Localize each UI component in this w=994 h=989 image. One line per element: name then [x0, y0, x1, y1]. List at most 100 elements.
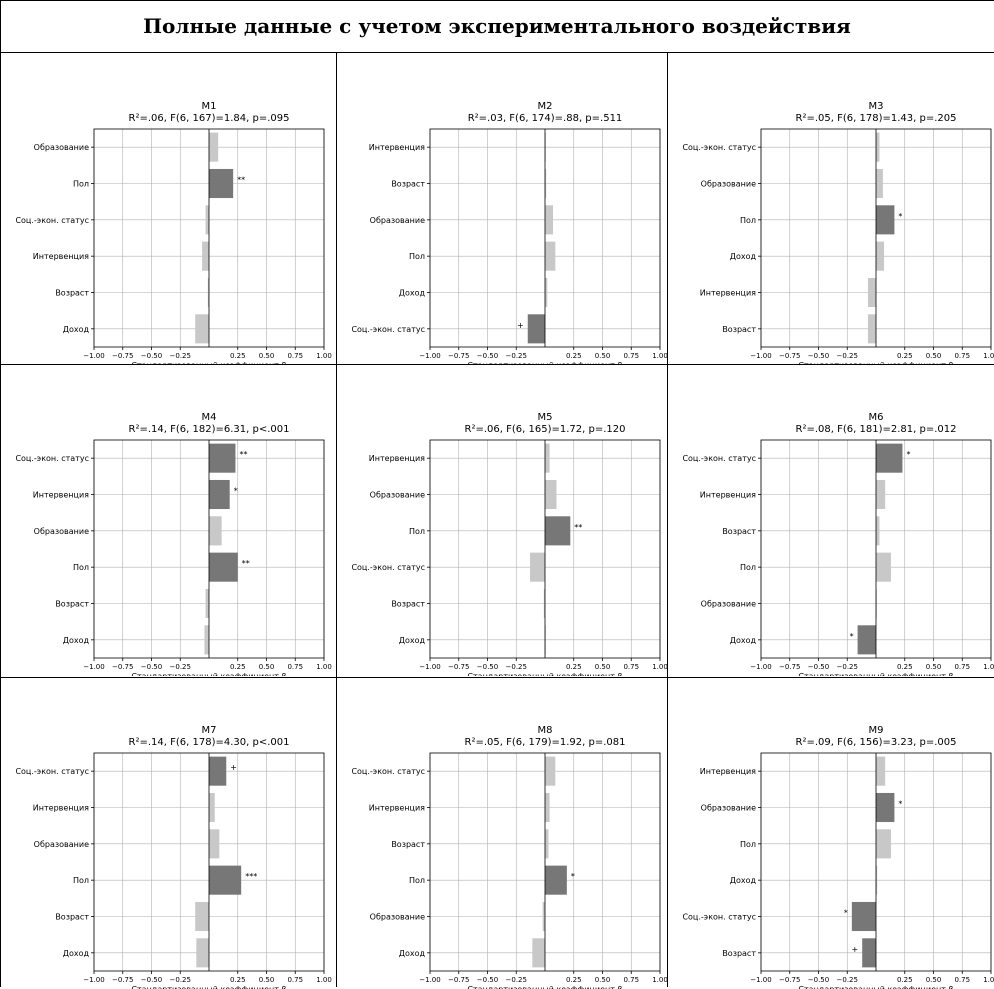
bar-6 [545, 625, 546, 655]
x-tick-label: 0.75 [287, 976, 303, 984]
chart-subtitle: R²=.09, F(6, 156)=3.23, p=.005 [796, 737, 957, 748]
x-tick-label: 0.50 [595, 663, 611, 671]
y-tick-label: Интервенция [33, 252, 89, 261]
x-tick-label: 1.00 [316, 352, 332, 360]
y-tick-label: Доход [63, 325, 90, 334]
chart-title: M8 [538, 725, 553, 736]
y-tick-label: Пол [73, 876, 89, 885]
x-tick-label: −0.50 [477, 352, 498, 360]
x-tick-label: −0.75 [112, 663, 133, 671]
x-tick-label: 1.00 [983, 663, 994, 671]
x-tick-label: 0.75 [287, 352, 303, 360]
y-tick-label: Доход [730, 876, 757, 885]
x-tick-label: 0.50 [926, 976, 942, 984]
chart-title: M3 [869, 101, 884, 112]
grid-divider-horizontal [0, 364, 994, 365]
bar-4 [530, 552, 545, 582]
x-tick-label: 0.50 [259, 663, 275, 671]
x-axis-label: Стандартизованный коэффициент β [131, 985, 286, 989]
chart-subtitle: R²=.14, F(6, 182)=6.31, p<.001 [129, 424, 290, 435]
bar-1 [876, 443, 903, 473]
plot-frame [93, 752, 325, 972]
significance-label: * [571, 872, 575, 881]
grid-divider-vertical [336, 53, 337, 987]
x-tick-label: −0.75 [112, 976, 133, 984]
x-tick-label: −0.25 [506, 976, 527, 984]
bar-3 [876, 829, 891, 859]
x-axis-label: Стандартизованный коэффициент β [467, 361, 622, 365]
bar-6 [862, 938, 876, 968]
y-tick-label: Доход [399, 949, 426, 958]
x-tick-label: 0.25 [897, 976, 913, 984]
y-tick-label: Образование [370, 913, 425, 922]
y-tick-label: Возраст [55, 289, 89, 298]
x-tick-label: −1.00 [750, 976, 771, 984]
significance-label: + [517, 321, 524, 330]
x-tick-label: −0.25 [170, 976, 191, 984]
grid-divider-vertical [667, 53, 668, 987]
y-tick-label: Доход [730, 252, 757, 261]
x-tick-label: −0.25 [506, 663, 527, 671]
bar-6 [196, 938, 209, 968]
page-title: Полные данные с учетом экспериментальног… [0, 0, 994, 53]
x-tick-label: 1.00 [983, 352, 994, 360]
plot-frame [429, 128, 661, 348]
significance-label: ** [574, 523, 582, 532]
y-tick-label: Интервенция [369, 143, 425, 152]
bar-2 [876, 168, 883, 199]
y-tick-label: Образование [701, 600, 756, 609]
x-tick-label: 0.50 [595, 352, 611, 360]
bar-3 [205, 205, 209, 235]
x-tick-label: −0.75 [448, 663, 469, 671]
significance-label: ** [242, 559, 250, 568]
y-tick-label: Пол [409, 876, 425, 885]
bar-3 [545, 205, 554, 235]
x-tick-label: −0.25 [837, 352, 858, 360]
x-tick-label: 1.00 [316, 663, 332, 671]
y-tick-label: Образование [34, 143, 89, 152]
bar-6 [857, 625, 876, 655]
x-tick-label: 0.25 [566, 976, 582, 984]
x-tick-label: 0.50 [259, 976, 275, 984]
bar-1 [209, 443, 236, 473]
x-tick-label: −0.75 [779, 663, 800, 671]
y-tick-label: Соц.-экон. статус [15, 216, 89, 225]
y-tick-label: Пол [73, 563, 89, 572]
x-axis-label: Стандартизованный коэффициент β [131, 672, 286, 676]
x-tick-label: 1.00 [316, 976, 332, 984]
x-tick-label: −0.50 [477, 663, 498, 671]
plot-frame [760, 752, 992, 972]
plot-frame [93, 439, 325, 659]
y-tick-label: Соц.-экон. статус [15, 767, 89, 776]
significance-label: * [898, 800, 902, 809]
x-tick-label: 1.00 [983, 976, 994, 984]
y-tick-label: Соц.-экон. статус [15, 454, 89, 463]
chart-subtitle: R²=.06, F(6, 167)=1.84, p=.095 [129, 113, 290, 124]
y-tick-label: Возраст [55, 600, 89, 609]
bar-1 [545, 756, 556, 786]
x-tick-label: −1.00 [83, 976, 104, 984]
bar-1 [209, 132, 219, 162]
y-tick-label: Пол [409, 527, 425, 536]
x-tick-label: 0.75 [623, 663, 639, 671]
x-axis-label: Стандартизованный коэффициент β [467, 985, 622, 989]
x-axis-label: Стандартизованный коэффициент β [798, 361, 953, 365]
bar-4 [209, 552, 238, 582]
significance-label: + [851, 945, 858, 954]
y-tick-label: Соц.-экон. статус [351, 767, 425, 776]
y-tick-label: Интервенция [33, 491, 89, 500]
y-tick-label: Образование [370, 216, 425, 225]
bar-4 [202, 241, 209, 271]
chart-subtitle: R²=.06, F(6, 165)=1.72, p=.120 [465, 424, 626, 435]
x-tick-label: −0.50 [477, 976, 498, 984]
x-tick-label: −1.00 [83, 663, 104, 671]
x-tick-label: 0.50 [259, 352, 275, 360]
x-tick-label: 0.25 [230, 976, 246, 984]
x-tick-label: −0.25 [837, 663, 858, 671]
chart-subtitle: R²=.05, F(6, 179)=1.92, p=.081 [465, 737, 626, 748]
x-tick-label: 0.50 [926, 663, 942, 671]
bar-3 [876, 205, 895, 235]
